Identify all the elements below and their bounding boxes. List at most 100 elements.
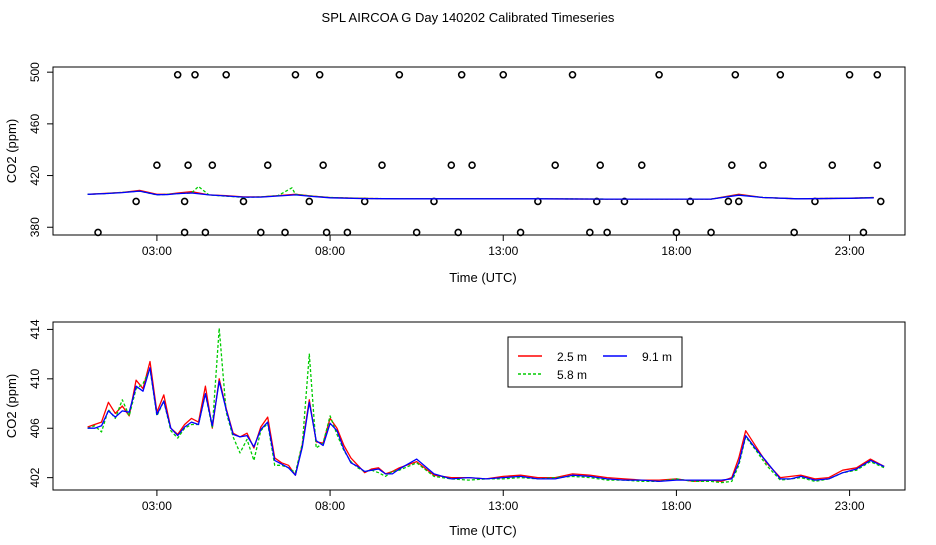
scatter-point [568,70,577,79]
scatter-point [281,228,289,237]
scatter-point [412,228,421,237]
top-y-axis-label: CO2 (ppm) [4,119,19,183]
x-tick-label: 13:00 [488,244,518,258]
scatter-point [873,70,882,79]
scatter-point [776,70,785,79]
series-line-5-8-m [87,327,885,484]
scatter-point [731,70,740,79]
top-series-lines [87,185,874,200]
scatter-point [191,70,199,79]
legend-label-5-8m: 5.8 m [557,368,587,382]
y-tick-label: 406 [28,418,42,438]
legend-box [507,336,683,388]
scatter-point [516,228,525,237]
scatter-point [315,70,324,79]
series-line-9-1-m [87,367,885,483]
scatter-point [603,228,611,237]
scatter-point [551,161,559,170]
scatter-point [724,197,733,206]
scatter-point [596,161,605,170]
scatter-point [655,70,663,79]
scatter-point [343,228,352,237]
bottom-y-axis-label: CO2 (ppm) [4,374,19,438]
x-tick-label: 23:00 [835,244,865,258]
scatter-point [180,197,189,206]
scatter-point [499,70,508,79]
scatter-point [184,161,192,170]
chart-title: SPL AIRCOA G Day 140202 Calibrated Times… [322,10,615,25]
scatter-point [257,228,265,237]
scatter-point [239,197,248,206]
scatter-point [395,70,404,79]
scatter-point [132,197,140,206]
bottom-x-axis: 03:00 08:00 13:00 18:00 23:00 [142,490,865,513]
top-plot-frame [52,66,906,236]
x-tick-label: 08:00 [315,244,345,258]
y-tick-label: 402 [28,467,42,487]
y-tick-label: 380 [28,217,42,237]
scatter-point [734,197,743,206]
x-tick-label: 03:00 [142,244,172,258]
scatter-point [201,228,210,237]
scatter-point [873,161,882,170]
scatter-point [859,228,868,237]
scatter-point [291,70,300,79]
scatter-point [828,161,837,170]
top-x-axis-label: Time (UTC) [449,270,516,285]
x-tick-label: 23:00 [835,499,865,513]
scatter-point [790,228,798,237]
y-tick-label: 500 [28,62,42,82]
top-panel: 03:00 08:00 13:00 18:00 23:00 380 420 460 500 T… [4,62,906,285]
top-scatter-points [94,70,885,237]
scatter-point [672,228,681,237]
scatter-point [845,70,854,79]
scatter-point [305,197,314,206]
scatter-point [322,228,331,237]
scatter-point [173,70,182,79]
top-y-axis: 380 420 460 500 [28,62,53,237]
x-tick-label: 03:00 [142,499,172,513]
x-tick-label: 18:00 [661,499,691,513]
bottom-panel: 03:00 08:00 13:00 18:00 23:00 402 406 410 414 T… [4,319,906,538]
scatter-point [728,161,736,170]
y-tick-label: 420 [28,165,42,185]
y-tick-label: 460 [28,114,42,134]
scatter-point [707,228,715,237]
scatter-point [686,197,695,206]
scatter-point [94,228,102,237]
scatter-point [454,228,463,237]
scatter-point [586,228,594,237]
x-tick-label: 18:00 [661,244,691,258]
bottom-plot-frame [52,321,906,491]
scatter-point [620,197,629,206]
scatter-point [180,228,189,237]
top-x-axis: 03:00 08:00 13:00 18:00 23:00 [142,235,865,258]
scatter-point [759,161,767,170]
series-line-9-1-m [87,190,874,200]
scatter-point [457,70,466,79]
x-tick-label: 13:00 [488,499,518,513]
legend-label-2-5m: 2.5 m [557,350,587,364]
bottom-x-axis-label: Time (UTC) [449,523,516,538]
bottom-series-lines [87,327,885,484]
scatter-point [468,161,476,170]
y-tick-label: 410 [28,368,42,388]
scatter-point [319,161,327,170]
scatter-point [153,161,161,170]
x-tick-label: 08:00 [315,499,345,513]
scatter-point [263,161,272,170]
scatter-point [637,161,646,170]
legend: 2.5 m 9.1 m 5.8 m [507,336,683,388]
y-tick-label: 414 [28,319,42,339]
scatter-point [222,70,230,79]
scatter-point [876,197,885,206]
scatter-point [447,161,456,170]
bottom-y-axis: 402 406 410 414 [28,319,53,488]
legend-label-9-1m: 9.1 m [642,350,672,364]
scatter-point [378,161,386,170]
scatter-point [208,161,217,170]
scatter-point [360,197,369,206]
scatter-point [592,197,601,206]
